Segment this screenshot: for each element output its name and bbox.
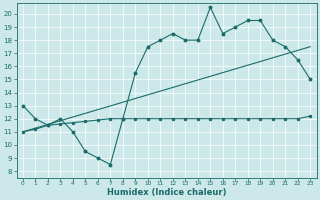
X-axis label: Humidex (Indice chaleur): Humidex (Indice chaleur): [107, 188, 226, 197]
